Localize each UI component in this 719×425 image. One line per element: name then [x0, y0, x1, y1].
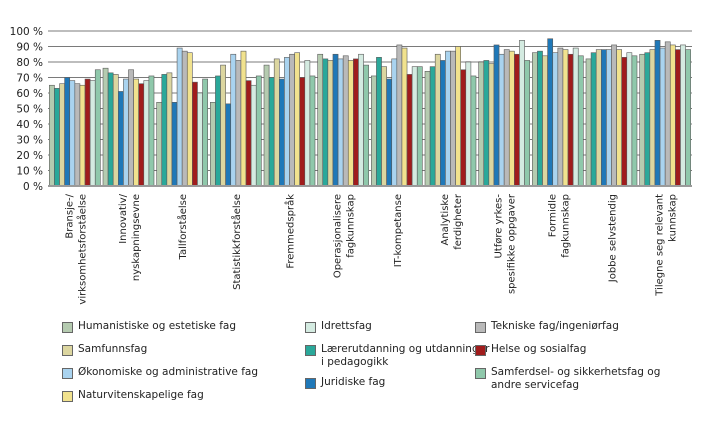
x-tick-label: IT-kompetanse — [393, 194, 404, 267]
legend-label: Idrettsfag — [321, 320, 372, 332]
legend-item: Idrettsfag — [305, 320, 372, 333]
gridlines — [48, 30, 692, 171]
legend-label: Tekniske fag/ingeniørfag — [491, 320, 619, 332]
legend-label: Økonomiske og administrative fag — [78, 366, 259, 378]
legend-label: Samfunnsfag — [78, 343, 148, 355]
legend-label: Helse og sosialfag — [491, 343, 587, 355]
y-tick-label: 10 % — [16, 166, 43, 178]
legend-label: Naturvitenskapelige fag — [78, 389, 204, 401]
legend-label: Lærerutdanning og utdanninger i pedagogi… — [321, 343, 490, 368]
x-tick-label: Tallforståelse — [176, 194, 189, 260]
legend-item: Tekniske fag/ingeniørfag — [475, 320, 619, 333]
legend-label: Humanistiske og estetiske fag — [78, 320, 237, 332]
legend-swatch — [305, 322, 316, 333]
x-tick-label: Bransje-/virksomhetsforståelse — [64, 193, 88, 304]
legend-swatch — [475, 345, 486, 356]
y-tick-label: 20 % — [16, 150, 43, 162]
x-axis-labels: Bransje-/virksomhetsforståelse Innovativ/… — [64, 193, 678, 304]
legend-item: Humanistiske og estetiske fag — [62, 320, 236, 333]
legend-swatch — [62, 368, 73, 379]
legend-item: Helse og sosialfag — [475, 343, 586, 356]
x-tick-label: Jobbe selvstendig — [608, 194, 619, 283]
x-tick-label: Operasjonalisere fagkunnskap — [333, 194, 357, 278]
legend-swatch — [475, 368, 486, 379]
bars — [49, 38, 691, 187]
y-tick-label: 70 % — [16, 73, 43, 85]
legend-swatch — [62, 391, 73, 402]
y-axis-ticks: 0 % 10 % 20 % 30 % 40 % 50 % 60 % 70 % 80 % 90 % 1… — [10, 26, 43, 193]
x-tick-label: Innovativ/nyskapningsevne — [118, 193, 142, 281]
legend-label: Juridiske fag — [321, 376, 386, 388]
x-tick-label: Analytiske ferdigheter — [440, 193, 464, 250]
y-tick-label: 100 % — [10, 26, 43, 38]
x-tick-label: Formidle fagkunnskap — [547, 194, 571, 258]
legend-swatch — [475, 322, 486, 333]
y-tick-label: 40 % — [16, 119, 43, 131]
y-tick-label: 50 % — [16, 104, 43, 116]
y-tick-label: 0 % — [23, 181, 43, 193]
legend-swatch — [305, 378, 316, 389]
legend-item: Samferdsel- og sikkerhetsfag og andre se… — [475, 366, 660, 392]
legend-item: Juridiske fag — [305, 376, 385, 389]
y-tick-label: 30 % — [16, 135, 43, 147]
legend-item: Lærerutdanning og utdanninger i pedagogi… — [305, 343, 489, 369]
legend-swatch — [62, 322, 73, 333]
x-tick-label: Tilegne seg relevant kunnskap — [655, 194, 679, 297]
legend-swatch — [305, 345, 316, 356]
legend-label: Samferdsel- og sikkerhetsfag og andre se… — [491, 366, 661, 391]
legend-item: Samfunnsfag — [62, 343, 147, 356]
legend-item: Økonomiske og administrative fag — [62, 366, 258, 379]
legend-item: Naturvitenskapelige fag — [62, 389, 204, 402]
x-tick-label: Statistikkforståelse — [230, 194, 243, 290]
x-tick-label: Fremmedspråk — [284, 194, 297, 269]
legend-swatch — [62, 345, 73, 356]
x-tick-label: Utføre yrkes-spesifikke oppgaver — [494, 193, 518, 294]
y-tick-label: 90 % — [16, 42, 43, 54]
y-tick-label: 60 % — [16, 88, 43, 100]
y-tick-label: 80 % — [16, 57, 43, 69]
